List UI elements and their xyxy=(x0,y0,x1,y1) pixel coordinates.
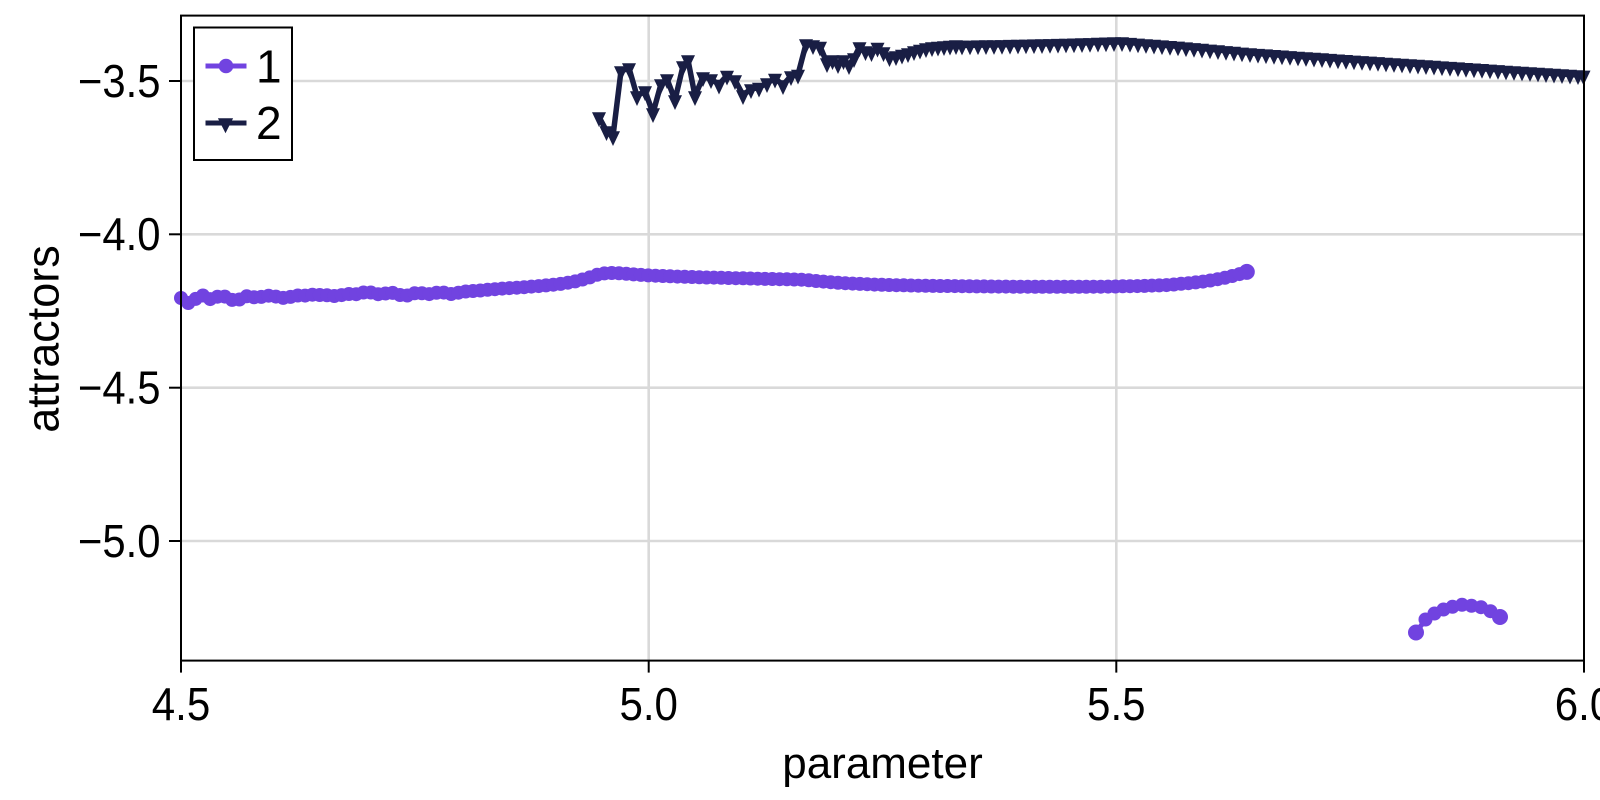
svg-text:1: 1 xyxy=(256,40,282,92)
svg-text:attractors: attractors xyxy=(18,245,69,433)
svg-text:−3.5: −3.5 xyxy=(78,55,161,107)
svg-text:5.0: 5.0 xyxy=(619,678,678,730)
svg-text:4.5: 4.5 xyxy=(152,678,211,730)
svg-text:−5.0: −5.0 xyxy=(78,515,161,567)
svg-text:parameter: parameter xyxy=(782,739,983,788)
svg-text:6.0: 6.0 xyxy=(1555,678,1600,730)
svg-text:−4.0: −4.0 xyxy=(78,208,161,260)
svg-text:5.5: 5.5 xyxy=(1087,678,1146,730)
svg-text:−4.5: −4.5 xyxy=(78,362,161,414)
svg-text:2: 2 xyxy=(256,97,282,149)
